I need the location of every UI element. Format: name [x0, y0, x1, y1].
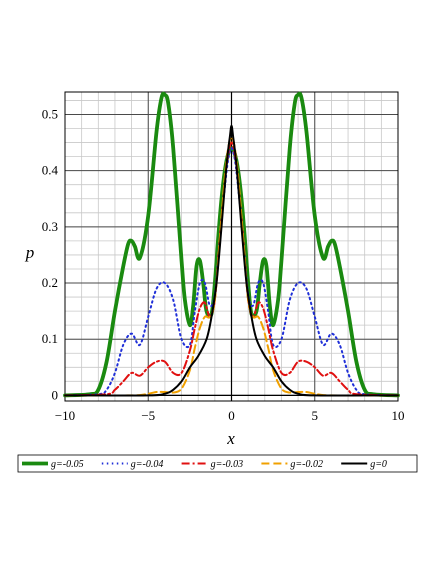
legend-box [17, 454, 418, 473]
series-line-3 [64, 135, 399, 397]
x-tick-label: 5 [312, 408, 319, 423]
y-tick-label: 0 [52, 387, 59, 402]
legend: g=-0.05 g=-0.04 g=-0.03 g=-0.02 g=0 [17, 454, 418, 473]
x-axis-label: x [226, 429, 235, 448]
y-tick-label: 0.3 [42, 219, 58, 234]
tick-labels: −10 −5 0 5 10 0 0.1 0.2 0.3 0.4 0.5 [42, 106, 405, 423]
legend-label-1: g=-0.04 [131, 459, 164, 470]
legend-label-2: g=-0.03 [211, 459, 244, 470]
y-tick-label: 0.2 [42, 275, 58, 290]
x-tick-label: 10 [392, 408, 405, 423]
x-tick-label: −10 [55, 408, 75, 423]
series-line-2 [64, 141, 399, 397]
y-tick-label: 0.1 [42, 331, 58, 346]
y-tick-label: 0.4 [42, 163, 59, 178]
y-tick-label: 0.5 [42, 106, 58, 121]
legend-label-3: g=-0.02 [290, 459, 323, 470]
y-axis-label: p [25, 243, 35, 262]
series-line-4 [64, 124, 399, 397]
series-line-1 [64, 147, 399, 397]
series-lines [63, 91, 400, 398]
legend-label-0: g=-0.05 [51, 459, 84, 470]
legend-label-4: g=0 [370, 459, 387, 470]
x-tick-label: 0 [228, 408, 235, 423]
x-tick-label: −5 [141, 408, 155, 423]
